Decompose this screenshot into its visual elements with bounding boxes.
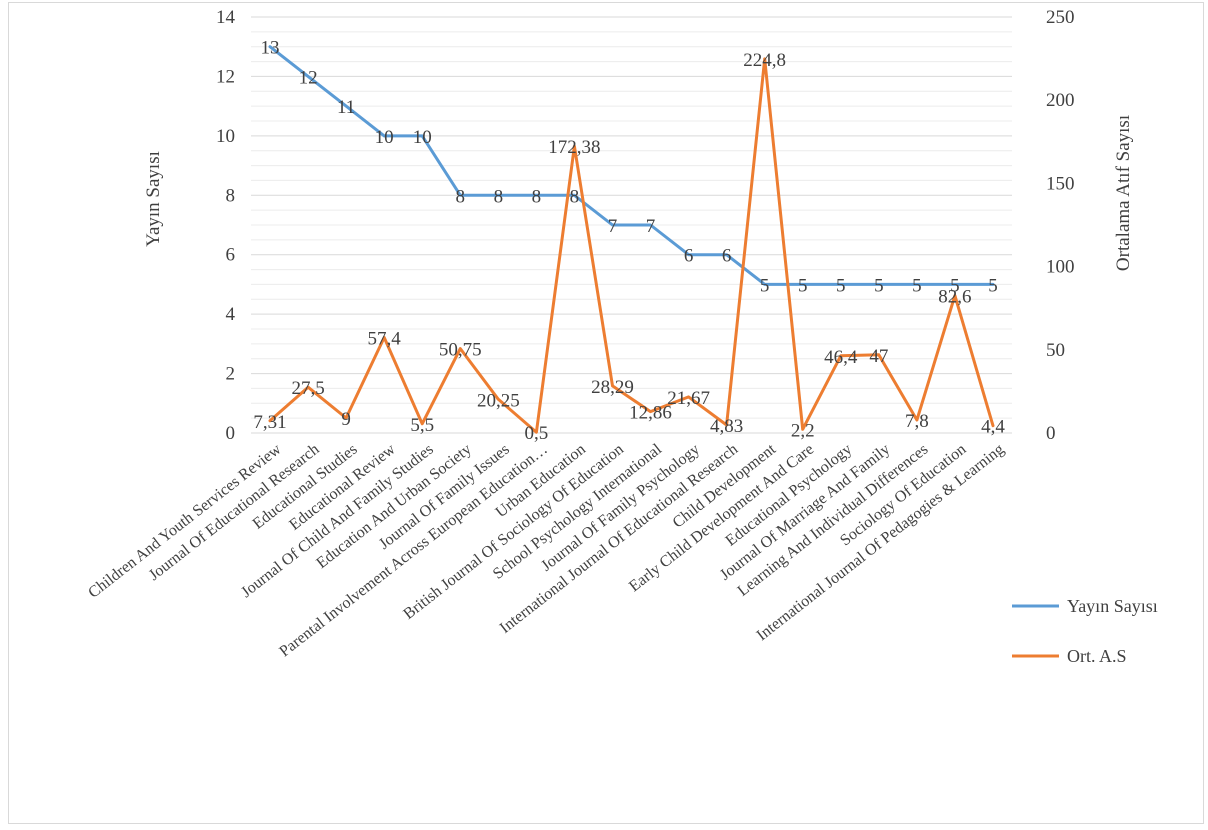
data-label: 7 [646, 216, 656, 237]
data-label: 5 [760, 275, 770, 296]
chart-frame: 0 2 4 6 8 10 12 14 0 50 100 150 200 250 Yayın Sayısı… [8, 2, 1204, 824]
right-tick-label: 250 [1046, 7, 1075, 28]
data-label: 5,5 [410, 415, 434, 436]
data-label: 5 [988, 275, 998, 296]
series-line-ort-as [268, 57, 995, 434]
left-tick-label: 2 [226, 364, 236, 385]
data-label: 11 [337, 97, 355, 118]
data-label: 20,25 [477, 390, 520, 411]
left-tick-label: 0 [226, 423, 236, 444]
data-label: 10 [413, 127, 432, 148]
data-label: 6 [684, 246, 694, 267]
left-tick-label: 6 [226, 245, 236, 266]
data-label: 5 [874, 275, 884, 296]
data-label: 172,38 [548, 137, 600, 158]
data-label: 5 [798, 275, 808, 296]
data-label: 21,67 [667, 388, 710, 409]
data-label: 27,5 [291, 378, 324, 399]
data-label: 5 [912, 275, 922, 296]
data-label: 8 [456, 186, 466, 207]
data-label: 8 [494, 186, 504, 207]
legend-label: Ort. A.S [1067, 646, 1127, 666]
right-axis-title: Ortalama Atıf Sayısı [1113, 115, 1134, 271]
data-label: 28,29 [591, 377, 634, 398]
data-label: 10 [375, 127, 394, 148]
data-label: 47 [869, 346, 888, 367]
legend: Yayın Sayısı Ort. A.S [1012, 596, 1158, 666]
data-label: 46,4 [824, 347, 858, 368]
data-label: 13 [261, 38, 280, 59]
left-tick-label: 8 [226, 185, 236, 206]
left-axis-ticks: 0 2 4 6 8 10 12 14 [216, 7, 236, 444]
left-tick-label: 10 [216, 126, 235, 147]
data-label: 4,83 [710, 416, 743, 437]
category-labels: Children And Youth Services ReviewJourna… [85, 440, 1007, 660]
data-label: 4,4 [981, 417, 1005, 438]
left-tick-label: 12 [216, 66, 235, 87]
data-label: 50,75 [439, 340, 482, 361]
data-label: 9 [341, 409, 351, 430]
left-tick-label: 4 [226, 304, 236, 325]
chart-svg: 0 2 4 6 8 10 12 14 0 50 100 150 200 250 Yayın Sayısı… [85, 7, 1158, 666]
right-tick-label: 100 [1046, 257, 1075, 278]
data-label: 5 [950, 275, 960, 296]
legend-label: Yayın Sayısı [1067, 596, 1158, 616]
right-axis-ticks: 0 50 100 150 200 250 [1046, 7, 1075, 444]
series-line-yayin-sayisi [268, 45, 995, 286]
data-label: 0,5 [525, 423, 549, 444]
right-tick-label: 200 [1046, 90, 1075, 111]
data-label: 8 [570, 186, 580, 207]
data-label: 82,6 [938, 287, 971, 308]
right-tick-label: 150 [1046, 173, 1075, 194]
right-tick-label: 0 [1046, 423, 1056, 444]
data-label: 12,86 [629, 403, 672, 424]
left-axis-title: Yayın Sayısı [143, 151, 164, 247]
data-label: 224,8 [743, 50, 786, 71]
data-label: 7 [608, 216, 618, 237]
data-label: 57,4 [368, 328, 402, 349]
grid-lines [251, 16, 1012, 434]
data-label: 7,31 [253, 412, 286, 433]
series-lines [268, 45, 995, 434]
right-tick-label: 50 [1046, 340, 1065, 361]
data-label: 6 [722, 246, 732, 267]
data-label: 5 [836, 275, 846, 296]
data-label: 12 [299, 67, 318, 88]
data-label: 8 [532, 186, 542, 207]
left-tick-label: 14 [216, 7, 236, 28]
data-label: 7,8 [905, 411, 929, 432]
data-label: 2,2 [791, 420, 815, 441]
